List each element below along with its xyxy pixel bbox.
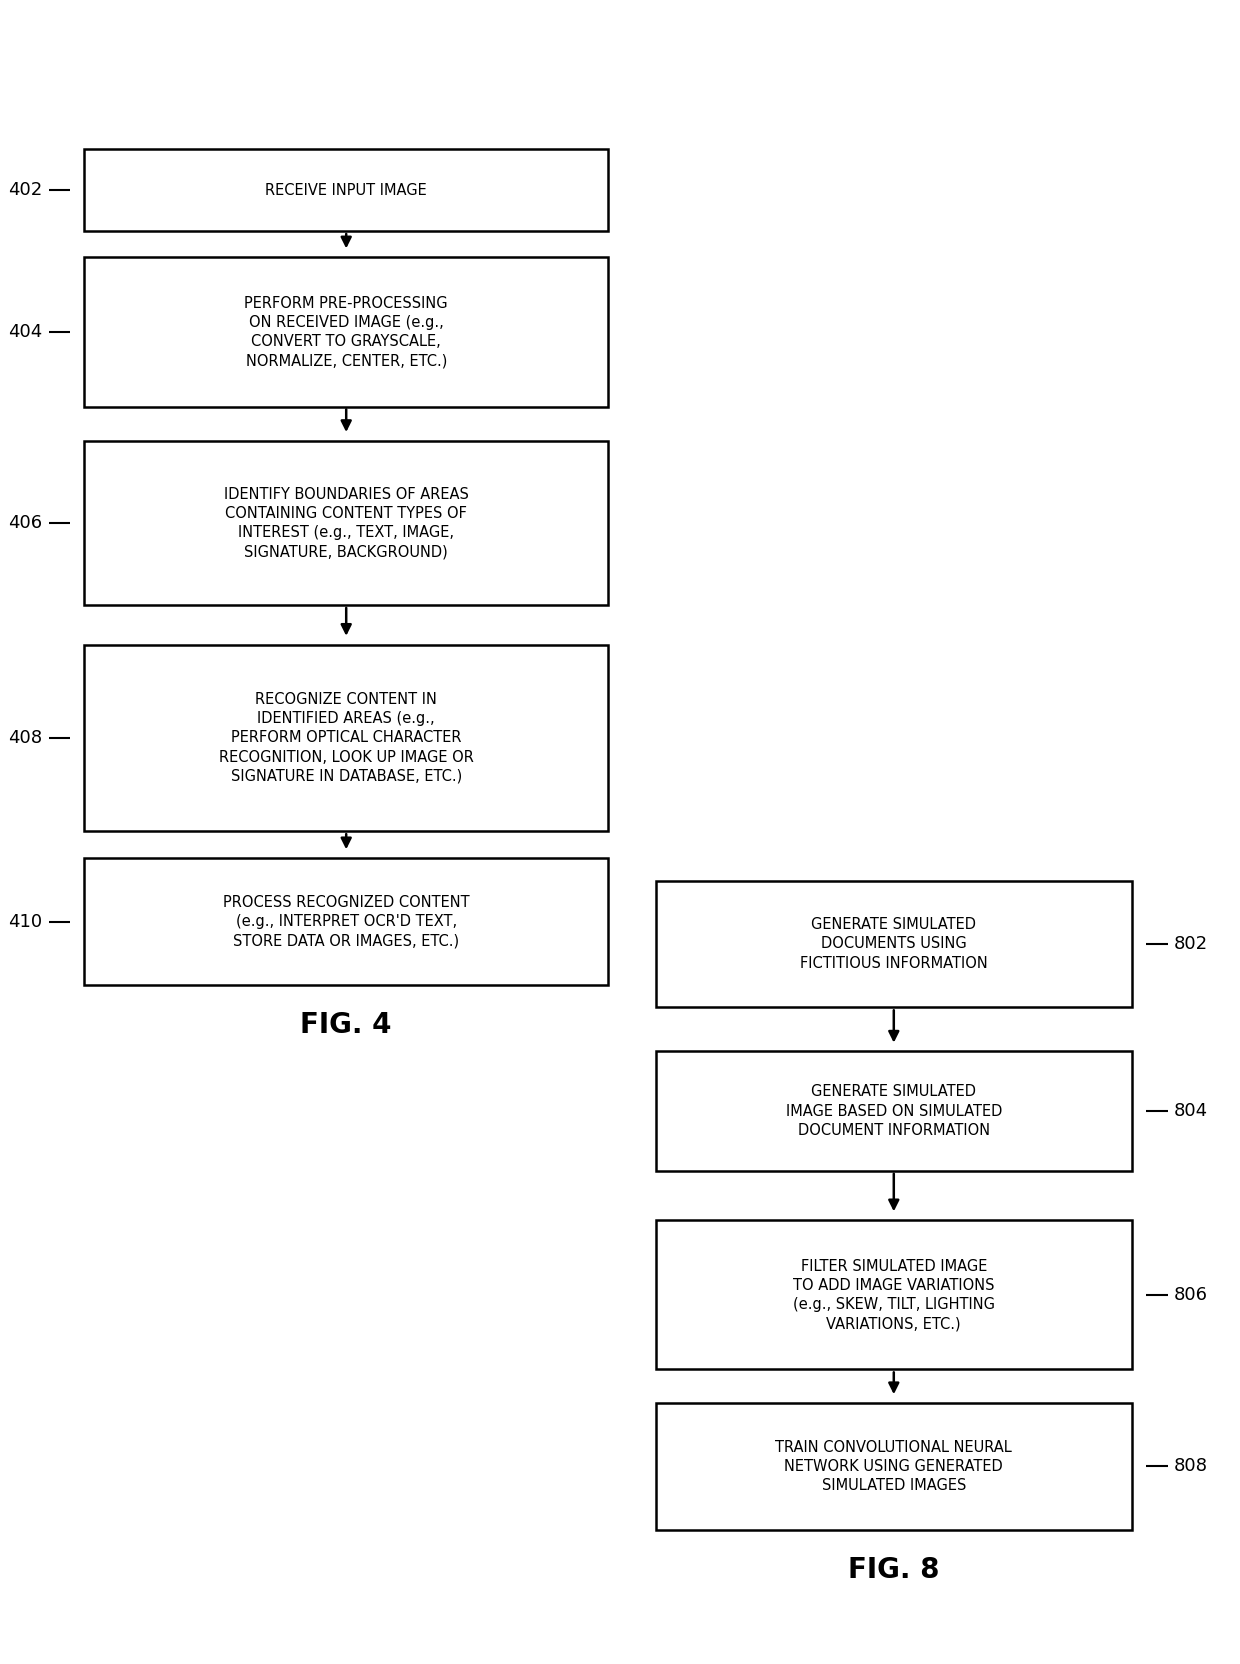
Text: 806: 806 xyxy=(1173,1286,1208,1305)
Text: 408: 408 xyxy=(9,729,42,747)
Text: 406: 406 xyxy=(9,514,42,532)
Text: GENERATE SIMULATED
IMAGE BASED ON SIMULATED
DOCUMENT INFORMATION: GENERATE SIMULATED IMAGE BASED ON SIMULA… xyxy=(786,1085,1002,1138)
Bar xyxy=(84,258,608,406)
Bar xyxy=(656,1220,1132,1369)
Text: FIG. 8: FIG. 8 xyxy=(848,1556,940,1584)
Bar xyxy=(84,859,608,985)
Text: 402: 402 xyxy=(9,181,42,200)
Text: 410: 410 xyxy=(9,912,42,930)
Text: FIG. 4: FIG. 4 xyxy=(300,1012,392,1038)
Text: PERFORM PRE-PROCESSING
ON RECEIVED IMAGE (e.g.,
CONVERT TO GRAYSCALE,
NORMALIZE,: PERFORM PRE-PROCESSING ON RECEIVED IMAGE… xyxy=(244,296,448,368)
Text: RECEIVE INPUT IMAGE: RECEIVE INPUT IMAGE xyxy=(265,183,427,198)
Text: 802: 802 xyxy=(1173,935,1208,953)
Bar xyxy=(84,150,608,231)
Bar xyxy=(656,1403,1132,1529)
Bar xyxy=(656,880,1132,1007)
Bar xyxy=(84,441,608,606)
Text: PROCESS RECOGNIZED CONTENT
(e.g., INTERPRET OCR'D TEXT,
STORE DATA OR IMAGES, ET: PROCESS RECOGNIZED CONTENT (e.g., INTERP… xyxy=(223,895,470,948)
Text: IDENTIFY BOUNDARIES OF AREAS
CONTAINING CONTENT TYPES OF
INTEREST (e.g., TEXT, I: IDENTIFY BOUNDARIES OF AREAS CONTAINING … xyxy=(223,486,469,559)
Text: 404: 404 xyxy=(9,323,42,341)
Text: RECOGNIZE CONTENT IN
IDENTIFIED AREAS (e.g.,
PERFORM OPTICAL CHARACTER
RECOGNITI: RECOGNIZE CONTENT IN IDENTIFIED AREAS (e… xyxy=(218,692,474,784)
Text: 804: 804 xyxy=(1173,1102,1208,1120)
Text: 808: 808 xyxy=(1173,1458,1208,1476)
Text: GENERATE SIMULATED
DOCUMENTS USING
FICTITIOUS INFORMATION: GENERATE SIMULATED DOCUMENTS USING FICTI… xyxy=(800,917,988,970)
Text: FILTER SIMULATED IMAGE
TO ADD IMAGE VARIATIONS
(e.g., SKEW, TILT, LIGHTING
VARIA: FILTER SIMULATED IMAGE TO ADD IMAGE VARI… xyxy=(792,1258,994,1331)
Bar xyxy=(656,1052,1132,1171)
Text: TRAIN CONVOLUTIONAL NEURAL
NETWORK USING GENERATED
SIMULATED IMAGES: TRAIN CONVOLUTIONAL NEURAL NETWORK USING… xyxy=(775,1439,1012,1493)
Bar xyxy=(84,644,608,832)
